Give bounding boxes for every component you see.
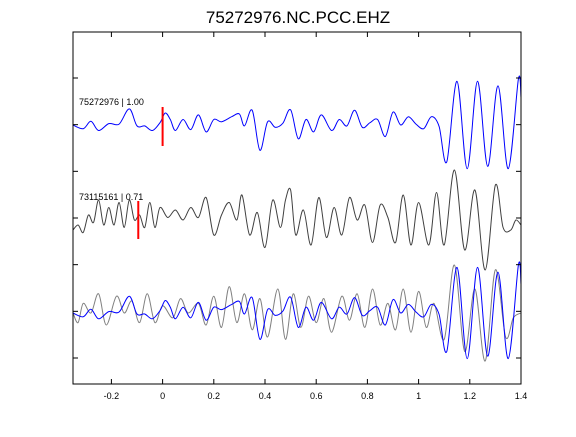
axes-group: -0.2 0 0.2 0.4 0.6 0.8 1 1.2 1.4 [72, 31, 528, 401]
trace-label-1: 75272976 | 1.00 [79, 97, 144, 107]
plot-frame [72, 31, 522, 385]
x-tick-label: 1.2 [464, 391, 477, 401]
x-tick-label: 1 [416, 391, 421, 401]
trace-labels-group: 75272976 | 1.00 73115161 | 0.71 [79, 97, 144, 202]
traces-group [72, 75, 522, 362]
x-tick-label: 1.4 [515, 391, 528, 401]
x-tick-label: 0.8 [361, 391, 374, 401]
x-tick-label: 0.2 [208, 391, 221, 401]
x-tick-label: 0 [160, 391, 165, 401]
trace-line-2 [72, 169, 522, 271]
trace-line-1 [72, 75, 522, 170]
chart-title: 75272976.NC.PCC.EHZ [206, 8, 390, 27]
x-tick-label: 0.4 [259, 391, 272, 401]
x-tick-label: 0.6 [310, 391, 323, 401]
picks-group [137, 107, 164, 239]
trace-line-4 [72, 261, 522, 360]
trace-line-3 [72, 264, 522, 362]
x-tick-label: -0.2 [104, 391, 120, 401]
trace-label-2: 73115161 | 0.71 [79, 192, 143, 202]
